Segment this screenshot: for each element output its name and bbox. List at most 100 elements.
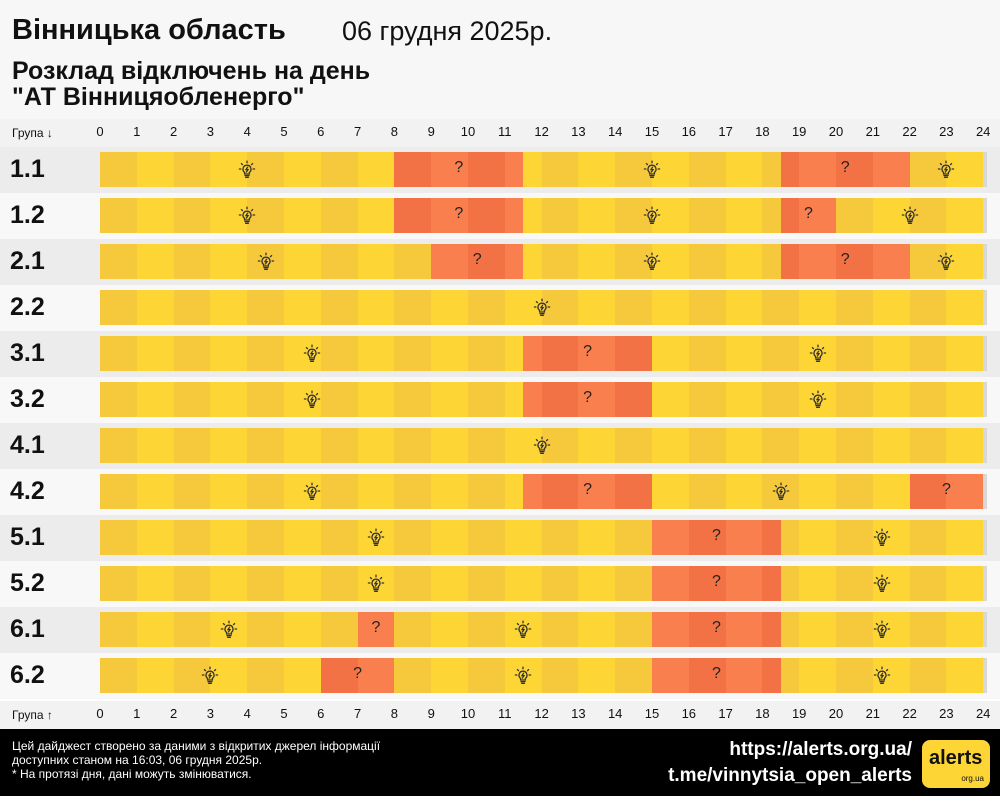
- logo-domain: org.ua: [961, 774, 984, 783]
- group-axis-label-top: Група ↓: [12, 126, 53, 140]
- hour-tick-label: 5: [280, 124, 288, 139]
- group-label: 1.1: [10, 155, 45, 183]
- subtitle-line-1: Розклад відключень на день: [12, 57, 371, 85]
- hour-tick-label: 12: [534, 706, 549, 721]
- power-on-segment: [688, 382, 726, 417]
- timeline-end-segment: [983, 520, 988, 555]
- possible-outage-mark: ?: [583, 389, 593, 406]
- power-on-segment: [320, 290, 358, 325]
- schedule-row: 2.1??: [0, 239, 1000, 285]
- possible-outage-segment: [541, 474, 579, 509]
- power-on-segment: [688, 336, 726, 371]
- schedule-date: 06 грудня 2025р.: [342, 16, 553, 46]
- logo-text: alerts: [929, 747, 983, 769]
- power-on-segment: [173, 244, 211, 279]
- power-on-segment: [247, 612, 285, 647]
- power-on-segment: [173, 474, 211, 509]
- possible-outage-segment: [762, 520, 782, 555]
- power-on-segment: [394, 566, 432, 601]
- power-on-segment: [688, 290, 726, 325]
- hour-tick-label: 22: [902, 124, 917, 139]
- possible-outage-segment: [909, 474, 947, 509]
- power-on-segment: [284, 520, 322, 555]
- power-on-segment: [799, 612, 837, 647]
- power-on-segment: [136, 520, 174, 555]
- possible-outage-segment: [725, 566, 763, 601]
- power-on-segment: [320, 566, 358, 601]
- possible-outage-mark: ?: [711, 573, 721, 590]
- power-on-segment: [504, 336, 524, 371]
- lightbulb-icon: [642, 206, 662, 226]
- power-on-segment: [946, 612, 984, 647]
- power-on-segment: [909, 520, 947, 555]
- power-on-segment: [284, 198, 322, 233]
- possible-outage-segment: [578, 474, 616, 509]
- power-on-segment: [615, 658, 653, 693]
- lightbulb-icon: [872, 574, 892, 594]
- power-on-segment: [100, 290, 138, 325]
- power-on-segment: [173, 290, 211, 325]
- power-on-segment: [357, 244, 395, 279]
- hour-tick-label: 14: [607, 124, 623, 139]
- hour-tick-label: 21: [865, 706, 881, 721]
- timeline-bar: ??: [100, 152, 988, 187]
- power-on-segment: [946, 520, 984, 555]
- power-on-segment: [688, 198, 726, 233]
- lightbulb-icon: [936, 160, 956, 180]
- possible-outage-segment: [652, 658, 690, 693]
- schedule-row: 3.1?: [0, 331, 1000, 377]
- power-on-segment: [394, 474, 432, 509]
- hour-tick-label: 23: [939, 706, 954, 721]
- power-on-segment: [100, 566, 138, 601]
- power-on-segment: [468, 382, 506, 417]
- possible-outage-segment: [688, 612, 726, 647]
- lightbulb-icon: [936, 252, 956, 272]
- power-on-segment: [615, 566, 653, 601]
- power-on-segment: [578, 428, 616, 463]
- hour-tick-label: 8: [390, 124, 399, 139]
- power-on-segment: [762, 290, 800, 325]
- possible-outage-segment: [688, 566, 726, 601]
- lightbulb-icon: [256, 252, 276, 272]
- power-on-segment: [578, 658, 616, 693]
- hour-tick-label: 5: [280, 706, 288, 721]
- power-on-segment: [872, 336, 910, 371]
- telegram-link[interactable]: t.me/vinnytsia_open_alerts: [668, 765, 912, 786]
- footer-note-line-3: * На протязі дня, дані можуть змінюватис…: [12, 767, 252, 781]
- power-on-segment: [909, 612, 947, 647]
- lightbulb-icon: [513, 666, 533, 686]
- schedule-row: 1.2??: [0, 193, 1000, 239]
- lightbulb-icon: [872, 620, 892, 640]
- hour-tick-label: 7: [353, 124, 362, 139]
- group-label: 3.2: [10, 385, 45, 413]
- possible-outage-segment: [688, 520, 726, 555]
- power-on-segment: [541, 612, 579, 647]
- power-on-segment: [431, 520, 469, 555]
- schedule-row: 4.1: [0, 423, 1000, 469]
- power-on-segment: [909, 336, 947, 371]
- hour-tick-label: 1: [133, 706, 141, 721]
- site-link[interactable]: https://alerts.org.ua/: [729, 739, 912, 760]
- power-on-segment: [136, 152, 174, 187]
- possible-outage-mark: ?: [454, 159, 464, 176]
- power-on-segment: [136, 244, 174, 279]
- timeline-bar: [100, 290, 988, 325]
- power-on-segment: [431, 290, 469, 325]
- power-on-segment: [394, 612, 432, 647]
- schedule-row: 4.2??: [0, 469, 1000, 515]
- schedule-row: 6.1??: [0, 607, 1000, 653]
- hour-tick-label: 10: [460, 124, 476, 139]
- schedule-row: 3.2?: [0, 377, 1000, 423]
- possible-outage-segment: [762, 658, 782, 693]
- possible-outage-segment: [780, 152, 800, 187]
- power-on-segment: [523, 198, 542, 233]
- hour-tick-label: 23: [939, 124, 954, 139]
- hour-tick-label: 17: [718, 706, 733, 721]
- group-label: 2.2: [10, 293, 45, 321]
- hour-tick-label: 11: [498, 706, 512, 721]
- power-on-segment: [431, 612, 469, 647]
- power-on-segment: [173, 612, 211, 647]
- hour-tick-label: 3: [206, 124, 215, 139]
- possible-outage-segment: [652, 566, 690, 601]
- power-on-segment: [578, 244, 616, 279]
